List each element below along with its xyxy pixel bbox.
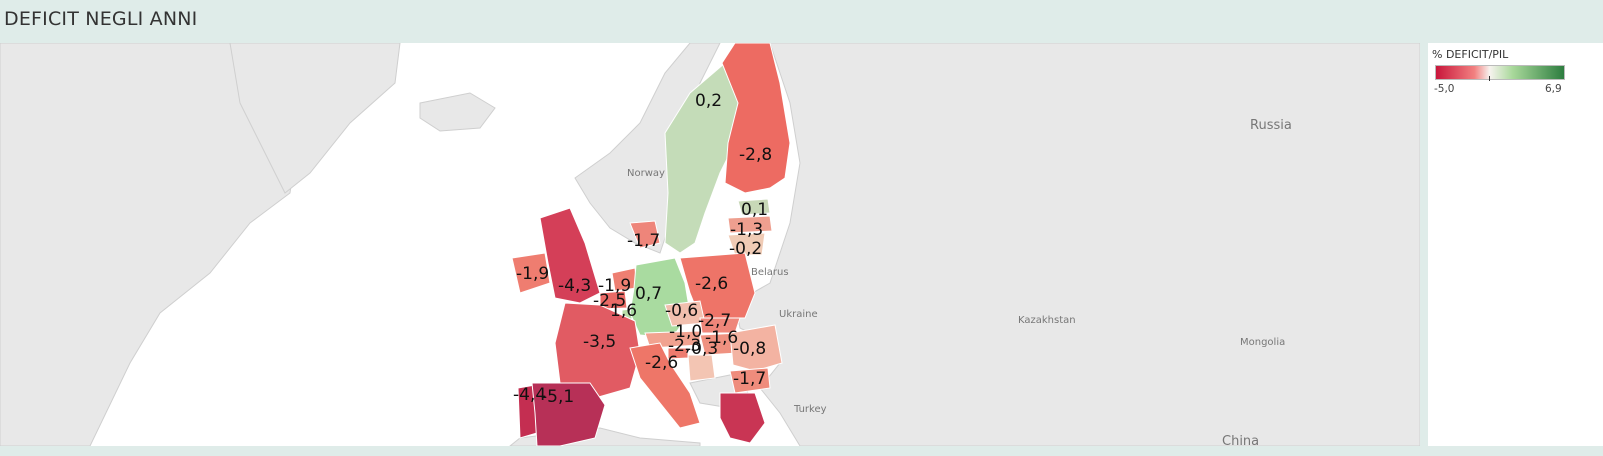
value-portugal: -4,4 xyxy=(513,385,546,405)
uk-region xyxy=(539,207,601,304)
croatia-region xyxy=(687,354,716,382)
value-sweden: 0,2 xyxy=(695,91,722,111)
greece-region xyxy=(719,392,766,444)
map-view[interactable]: Russia Norway Belarus Ukraine Kazakhstan… xyxy=(0,43,1420,446)
title-bar: DEFICIT NEGLI ANNI xyxy=(0,0,1603,42)
value-lithuania: -0,2 xyxy=(729,239,762,259)
lithuania-region xyxy=(727,232,766,256)
legend-zero-tick xyxy=(1489,76,1490,81)
latvia-region xyxy=(727,215,773,234)
label-belarus: Belarus xyxy=(751,267,789,278)
legend-min-label: -5,0 xyxy=(1434,83,1455,95)
value-slovenia: -2,3 xyxy=(668,336,701,356)
spain-region xyxy=(531,382,606,446)
value-finland: -2,8 xyxy=(739,145,772,165)
value-croatia: -0,3 xyxy=(685,339,718,359)
value-uk: -4,3 xyxy=(558,276,591,296)
value-belgium: -2,5 xyxy=(593,291,626,311)
value-germany: 0,7 xyxy=(635,284,662,304)
value-luxembourg: 1,6 xyxy=(610,301,637,321)
value-bulgaria: -1,7 xyxy=(733,369,766,389)
value-italy: -2,6 xyxy=(645,353,678,373)
page-title: DEFICIT NEGLI ANNI xyxy=(4,8,198,30)
value-netherlands: -1,9 xyxy=(598,276,631,296)
greenland-land xyxy=(229,43,401,194)
value-france: -3,5 xyxy=(583,332,616,352)
value-spain: -5,1 xyxy=(541,387,574,407)
eurasia-land xyxy=(734,43,1420,446)
color-legend: % DEFICIT/PIL -5,0 6,9 xyxy=(1428,43,1603,446)
label-turkey: Turkey xyxy=(793,404,827,415)
label-china: China xyxy=(1222,434,1259,446)
iceland-land xyxy=(419,92,496,132)
label-russia: Russia xyxy=(1250,118,1292,133)
legend-max-label: 6,9 xyxy=(1545,83,1562,95)
value-estonia: 0,1 xyxy=(741,200,768,220)
background-land xyxy=(0,43,1420,446)
legend-title: % DEFICIT/PIL xyxy=(1432,48,1509,61)
value-czechia: -0,6 xyxy=(665,301,698,321)
sweden-region xyxy=(664,62,746,254)
value-latvia: -1,3 xyxy=(730,220,763,240)
bulgaria-region xyxy=(729,367,771,394)
ireland-region xyxy=(511,252,551,294)
romania-region xyxy=(729,324,783,372)
italy-region xyxy=(629,342,701,429)
value-denmark: -1,7 xyxy=(627,231,660,251)
label-kazakhstan: Kazakhstan xyxy=(1018,315,1076,326)
geo-labels: Russia Norway Belarus Ukraine Kazakhstan… xyxy=(627,118,1292,446)
value-ireland: -1,9 xyxy=(516,264,549,284)
value-hungary: -1,6 xyxy=(705,328,738,348)
belgium-region xyxy=(599,290,628,310)
value-poland: -2,6 xyxy=(695,274,728,294)
value-slovakia: -2,7 xyxy=(698,311,731,331)
legend-color-ramp xyxy=(1435,65,1565,80)
label-norway: Norway xyxy=(627,168,665,179)
eu-countries[interactable] xyxy=(511,43,791,446)
map-canvas[interactable]: Russia Norway Belarus Ukraine Kazakhstan… xyxy=(0,43,1420,446)
value-romania: -0,8 xyxy=(733,339,766,359)
denmark-region xyxy=(629,220,661,249)
label-mongolia: Mongolia xyxy=(1240,337,1285,348)
label-ukraine: Ukraine xyxy=(779,309,818,320)
value-austria: -1,0 xyxy=(669,322,702,342)
finland-region xyxy=(721,43,791,194)
value-labels: 0,2 -2,8 0,1 -1,3 -0,2 -1,7 -1,9 -4,3 -1… xyxy=(513,91,772,407)
estonia-region xyxy=(737,198,771,216)
france-region xyxy=(554,302,641,399)
